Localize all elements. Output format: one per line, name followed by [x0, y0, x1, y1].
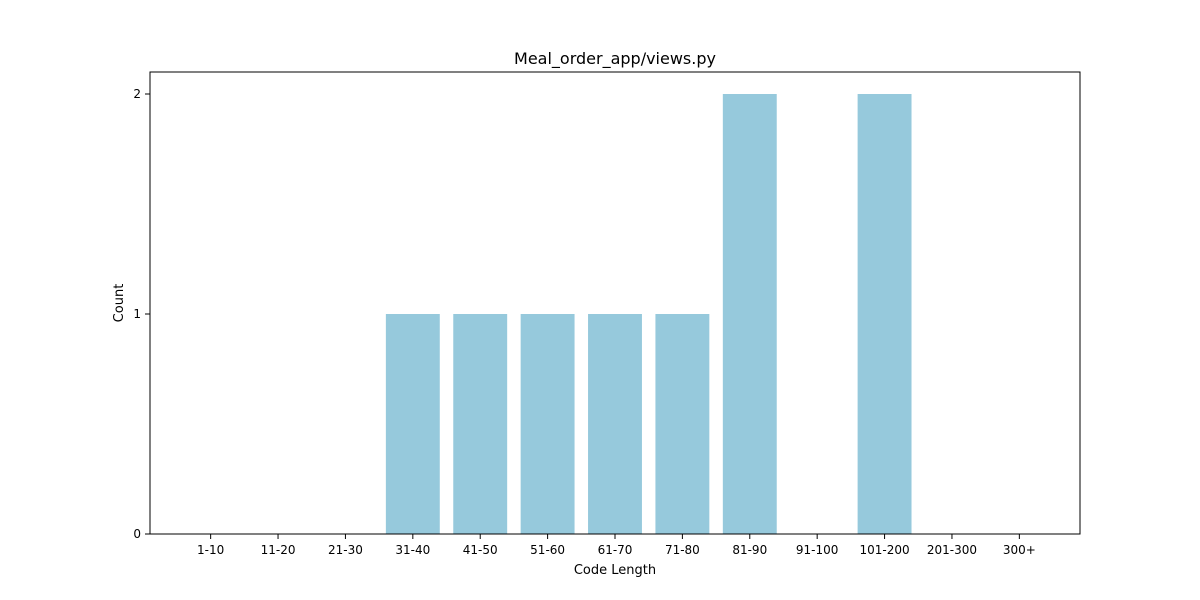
- x-tick-label-300plus: 300+: [1003, 543, 1036, 557]
- x-axis-label: Code Length: [574, 563, 656, 578]
- bar-41-50: [453, 314, 508, 534]
- x-tick-label-101-200: 101-200: [859, 543, 909, 557]
- x-tick-label-51-60: 51-60: [530, 543, 565, 557]
- bar-101-200: [857, 94, 912, 534]
- x-tick-label-21-30: 21-30: [328, 543, 363, 557]
- x-tick-label-1-10: 1-10: [197, 543, 224, 557]
- bar-51-60: [520, 314, 575, 534]
- bar-81-90: [722, 94, 777, 534]
- x-tick-label-61-70: 61-70: [598, 543, 633, 557]
- x-tick-label-31-40: 31-40: [395, 543, 430, 557]
- y-tick-label-2: 2: [133, 87, 141, 101]
- bar-61-70: [588, 314, 642, 534]
- x-tick-label-71-80: 71-80: [665, 543, 700, 557]
- x-tick-label-91-100: 91-100: [796, 543, 839, 557]
- bars-layer: [385, 94, 912, 534]
- chart-title: Meal_order_app/views.py: [514, 49, 716, 69]
- y-axis-ticks: 0 1 2: [133, 87, 150, 541]
- x-tick-label-41-50: 41-50: [463, 543, 498, 557]
- x-axis-ticks: 1-10 11-20 21-30 31-40 41-50 51-60 61-70 71-80 8…: [197, 534, 1036, 557]
- x-tick-label-11-20: 11-20: [261, 543, 296, 557]
- x-tick-label-81-90: 81-90: [732, 543, 767, 557]
- y-axis-label: Count: [112, 284, 127, 323]
- y-tick-label-0: 0: [133, 527, 141, 541]
- bar-71-80: [655, 314, 710, 534]
- y-tick-label-1: 1: [133, 307, 141, 321]
- x-tick-label-201-300: 201-300: [927, 543, 977, 557]
- bar-31-40: [385, 314, 440, 534]
